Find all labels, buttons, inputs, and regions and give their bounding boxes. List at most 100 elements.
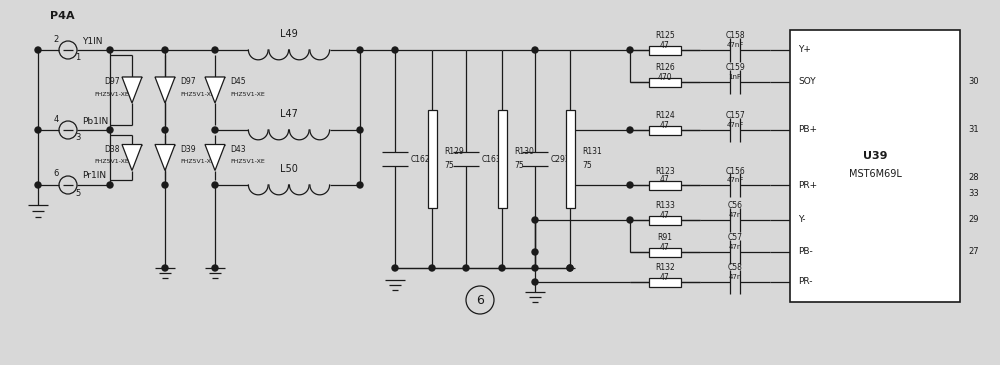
- Text: 1nF: 1nF: [728, 74, 742, 80]
- Circle shape: [627, 217, 633, 223]
- Text: C159: C159: [725, 64, 745, 73]
- Text: C57: C57: [728, 234, 742, 242]
- Text: PB-: PB-: [798, 247, 813, 257]
- Text: C162: C162: [411, 154, 431, 164]
- Text: C58: C58: [728, 264, 742, 273]
- Text: Y1IN: Y1IN: [82, 36, 103, 46]
- Text: 29: 29: [968, 215, 978, 224]
- Text: Y+: Y+: [798, 46, 811, 54]
- Text: 47n: 47n: [728, 212, 742, 218]
- Circle shape: [212, 182, 218, 188]
- Text: D45: D45: [230, 77, 246, 87]
- Text: R129: R129: [444, 146, 464, 155]
- Circle shape: [567, 265, 573, 271]
- Text: 47: 47: [660, 242, 670, 251]
- Circle shape: [429, 265, 435, 271]
- Text: Y-: Y-: [798, 215, 806, 224]
- Text: FHZ5V1-XE: FHZ5V1-XE: [230, 92, 265, 96]
- Text: C163: C163: [482, 154, 502, 164]
- Text: 28: 28: [968, 173, 979, 181]
- Text: 47nF: 47nF: [726, 177, 744, 183]
- Text: D39: D39: [180, 145, 196, 154]
- Text: D97: D97: [104, 77, 120, 87]
- Polygon shape: [122, 145, 142, 170]
- Polygon shape: [155, 145, 175, 170]
- Text: 47: 47: [660, 176, 670, 184]
- Text: 27: 27: [968, 247, 979, 257]
- Text: 47n: 47n: [728, 274, 742, 280]
- Text: 47: 47: [660, 211, 670, 219]
- Circle shape: [532, 217, 538, 223]
- Text: 47: 47: [660, 273, 670, 281]
- Text: 6: 6: [53, 169, 59, 178]
- Text: 1: 1: [75, 54, 81, 62]
- Circle shape: [35, 127, 41, 133]
- Polygon shape: [155, 77, 175, 103]
- Text: 75: 75: [582, 161, 592, 169]
- Text: R131: R131: [582, 146, 602, 155]
- Text: U39: U39: [863, 151, 887, 161]
- Circle shape: [35, 47, 41, 53]
- Circle shape: [463, 265, 469, 271]
- Text: 2: 2: [53, 35, 59, 43]
- Text: SOY: SOY: [798, 77, 816, 87]
- Text: D38: D38: [104, 145, 120, 154]
- Text: R130: R130: [514, 146, 534, 155]
- Text: D43: D43: [230, 145, 246, 154]
- Circle shape: [532, 47, 538, 53]
- Text: 30: 30: [968, 77, 979, 87]
- Text: PR-: PR-: [798, 277, 812, 287]
- Text: C156: C156: [725, 166, 745, 176]
- Circle shape: [532, 249, 538, 255]
- Bar: [649, 126, 681, 134]
- Text: 47n: 47n: [728, 244, 742, 250]
- Text: PB+: PB+: [798, 126, 817, 134]
- Text: L49: L49: [280, 29, 298, 39]
- Circle shape: [357, 127, 363, 133]
- Bar: [649, 181, 681, 189]
- Circle shape: [392, 47, 398, 53]
- Text: R91: R91: [658, 234, 672, 242]
- Text: 47: 47: [660, 120, 670, 130]
- Text: 33: 33: [968, 188, 979, 197]
- Circle shape: [162, 182, 168, 188]
- Bar: [649, 247, 681, 257]
- Text: D97: D97: [180, 77, 196, 87]
- Bar: [649, 277, 681, 287]
- Text: R124: R124: [655, 111, 675, 120]
- Circle shape: [107, 47, 113, 53]
- Text: R126: R126: [655, 64, 675, 73]
- Text: 31: 31: [968, 126, 979, 134]
- Circle shape: [162, 265, 168, 271]
- Text: FHZ5V1-XE: FHZ5V1-XE: [230, 159, 265, 164]
- Polygon shape: [205, 77, 225, 103]
- Circle shape: [212, 265, 218, 271]
- Text: 47nF: 47nF: [726, 122, 744, 128]
- Text: 47: 47: [660, 41, 670, 50]
- Circle shape: [212, 127, 218, 133]
- Text: FHZ5V1-XE: FHZ5V1-XE: [95, 92, 129, 96]
- Text: 6: 6: [476, 293, 484, 307]
- Circle shape: [162, 47, 168, 53]
- Text: R133: R133: [655, 201, 675, 211]
- Text: FHZ5V1-XE: FHZ5V1-XE: [180, 159, 215, 164]
- Text: 47nF: 47nF: [726, 42, 744, 48]
- Bar: [649, 77, 681, 87]
- Circle shape: [107, 127, 113, 133]
- Bar: [649, 46, 681, 54]
- Circle shape: [567, 265, 573, 271]
- Text: 3: 3: [75, 134, 81, 142]
- Text: FHZ5V1-XE: FHZ5V1-XE: [180, 92, 215, 96]
- Circle shape: [212, 47, 218, 53]
- Text: L50: L50: [280, 164, 298, 174]
- Text: R125: R125: [655, 31, 675, 41]
- Bar: [498, 110, 507, 208]
- Circle shape: [357, 47, 363, 53]
- Text: Pb1IN: Pb1IN: [82, 116, 108, 126]
- Text: P4A: P4A: [50, 11, 75, 21]
- Circle shape: [532, 265, 538, 271]
- Text: L47: L47: [280, 109, 298, 119]
- Circle shape: [532, 279, 538, 285]
- Bar: [649, 215, 681, 224]
- Text: 470: 470: [658, 73, 672, 81]
